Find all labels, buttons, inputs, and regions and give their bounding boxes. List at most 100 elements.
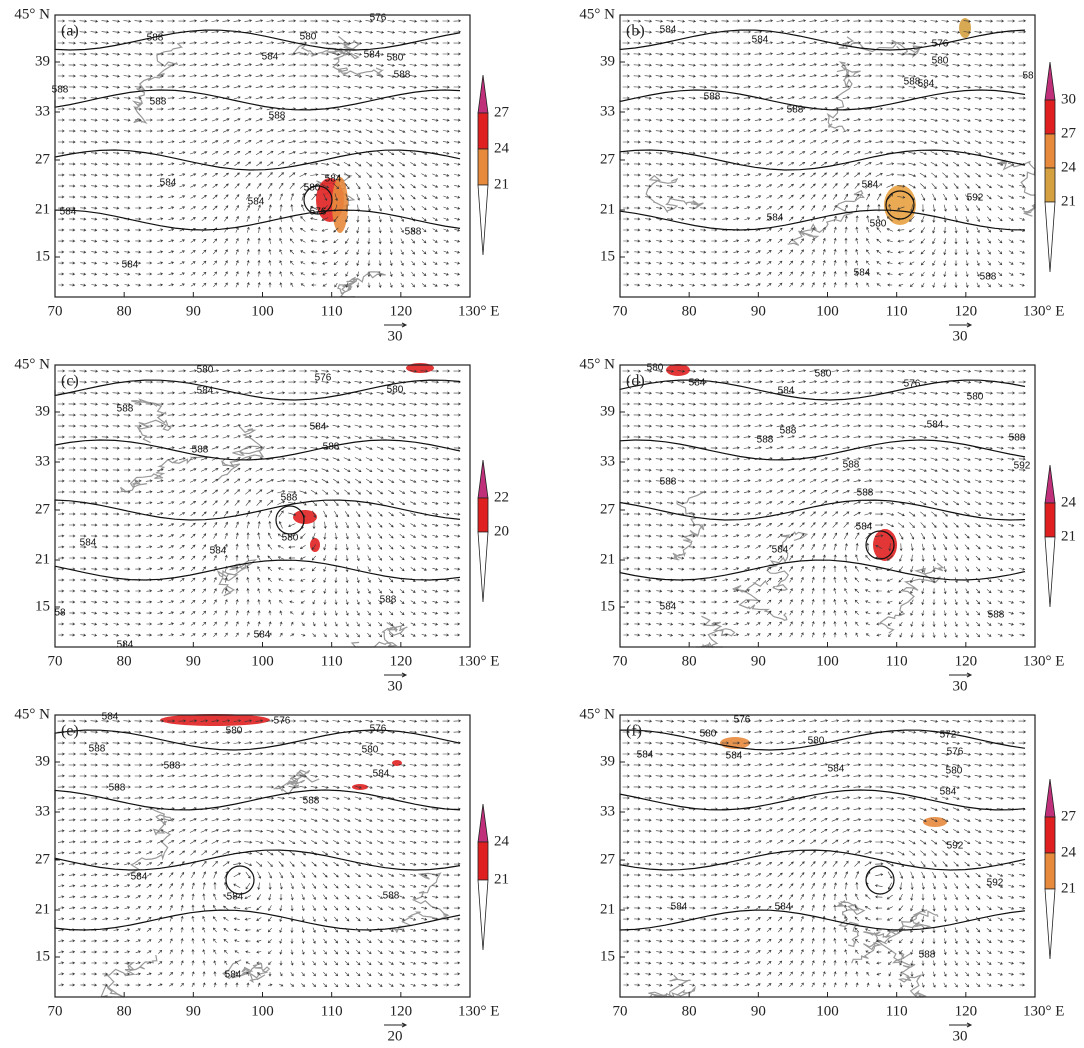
contour-label: 584: [325, 174, 342, 185]
contour-label: 580: [387, 385, 404, 396]
contour-label: 588: [780, 426, 797, 437]
contour-label: 580: [304, 183, 321, 194]
x-tick-label: 90: [751, 1003, 766, 1019]
colorbar-bottom: [478, 532, 488, 602]
map-background: [55, 715, 470, 997]
contour-label: 588: [383, 891, 400, 902]
contour-label: 588: [394, 70, 411, 81]
contour-label: 592: [967, 193, 984, 204]
contour-label: 588: [919, 950, 936, 961]
x-tick-label: 130° E: [458, 1003, 499, 1019]
y-tick-label: 27: [600, 851, 616, 867]
contour-label: 576: [947, 747, 964, 758]
y-tick-label: 27: [35, 501, 51, 517]
contour-label: 584: [671, 902, 688, 913]
shaded-area: [332, 177, 348, 233]
contour-label: 580: [282, 533, 299, 544]
colorbar-label: 27: [1061, 125, 1077, 141]
colorbar-label: 24: [494, 140, 510, 156]
colorbar-label: 24: [1061, 844, 1077, 860]
colorbar-label: 20: [494, 523, 509, 539]
reference-vector-label: 20: [388, 1028, 403, 1044]
shaded-area: [666, 364, 690, 376]
colorbar-top: [1045, 779, 1055, 817]
x-tick-label: 90: [186, 653, 201, 669]
x-tick-label: 70: [613, 1003, 628, 1019]
y-tick-label: 39: [600, 753, 615, 769]
x-tick-label: 100: [251, 653, 274, 669]
x-tick-label: 130° E: [1023, 303, 1064, 319]
colorbar-label: 24: [494, 833, 510, 849]
contour-label: 580: [932, 56, 949, 67]
colorbar-label: 27: [494, 104, 510, 120]
contour-label: 580: [300, 32, 317, 43]
colorbar-bottom: [1045, 202, 1055, 272]
y-tick-label: 45° N: [14, 706, 50, 722]
panel-label: (b): [626, 23, 645, 40]
x-tick-label: 90: [186, 303, 201, 319]
contour-label: 584: [131, 872, 148, 883]
panel-label: (a): [61, 23, 79, 40]
contour-label: 588: [269, 111, 286, 122]
contour-label: 58: [54, 608, 66, 619]
contour-label: 580: [870, 219, 887, 230]
colorbar-top: [1045, 62, 1055, 100]
x-tick-label: 110: [886, 653, 908, 669]
colorbar-label: 30: [1061, 91, 1076, 107]
colorbar-segment: [1045, 817, 1055, 853]
colorbar-label: 21: [494, 871, 509, 887]
y-tick-label: 33: [600, 803, 615, 819]
colorbar-label: 21: [1061, 880, 1076, 896]
contour-label: 580: [815, 369, 832, 380]
colorbar-top: [478, 460, 488, 498]
contour-label: 588: [980, 272, 997, 283]
contour-label: 584: [262, 52, 279, 63]
colorbar-bottom: [478, 880, 488, 950]
contour-label: 580: [967, 392, 984, 403]
colorbar-segment: [1045, 503, 1055, 537]
x-tick-label: 100: [251, 303, 274, 319]
y-tick-label: 33: [35, 453, 50, 469]
contour-label: 584: [778, 386, 795, 397]
contour-label: 580: [647, 363, 664, 374]
shaded-area: [160, 714, 270, 726]
contour-label: 580: [700, 729, 717, 740]
y-tick-label: 21: [600, 901, 615, 917]
x-tick-label: 70: [48, 303, 63, 319]
contour-label: 588: [757, 435, 774, 446]
y-tick-label: 21: [35, 901, 50, 917]
contour-label: 588: [660, 477, 677, 488]
contour-label: 584: [752, 35, 769, 46]
colorbar-label: 21: [494, 176, 509, 192]
colorbar-label: 27: [1061, 808, 1077, 824]
x-tick-label: 120: [955, 653, 978, 669]
contour-label: 576: [370, 724, 387, 735]
x-tick-label: 120: [390, 653, 413, 669]
x-tick-label: 70: [48, 1003, 63, 1019]
y-tick-label: 45° N: [14, 356, 50, 372]
contour-label: 584: [117, 640, 134, 651]
x-tick-label: 70: [48, 653, 63, 669]
x-tick-label: 100: [251, 1003, 274, 1019]
x-tick-label: 110: [886, 303, 908, 319]
colorbar-top: [478, 804, 488, 842]
contour-label: 584: [248, 197, 265, 208]
contour-label: 584: [660, 602, 677, 613]
y-tick-label: 15: [35, 948, 50, 964]
x-tick-label: 130° E: [1023, 1003, 1064, 1019]
contour-label: 588: [843, 460, 860, 471]
colorbar-segment: [478, 842, 488, 880]
x-tick-label: 70: [613, 303, 628, 319]
contour-label: 588: [1009, 433, 1026, 444]
y-tick-label: 45° N: [579, 6, 615, 22]
colorbar-segment: [478, 498, 488, 532]
colorbar-label: 24: [1061, 159, 1077, 175]
contour-label: 588: [323, 442, 340, 453]
contour-label: 576: [315, 373, 332, 384]
colorbar-bottom: [1045, 889, 1055, 959]
colorbar-top: [1045, 465, 1055, 503]
contour-label: 588: [147, 33, 164, 44]
y-tick-label: 21: [600, 551, 615, 567]
contour-label: 588: [117, 404, 134, 415]
colorbar-label: 21: [1061, 193, 1076, 209]
